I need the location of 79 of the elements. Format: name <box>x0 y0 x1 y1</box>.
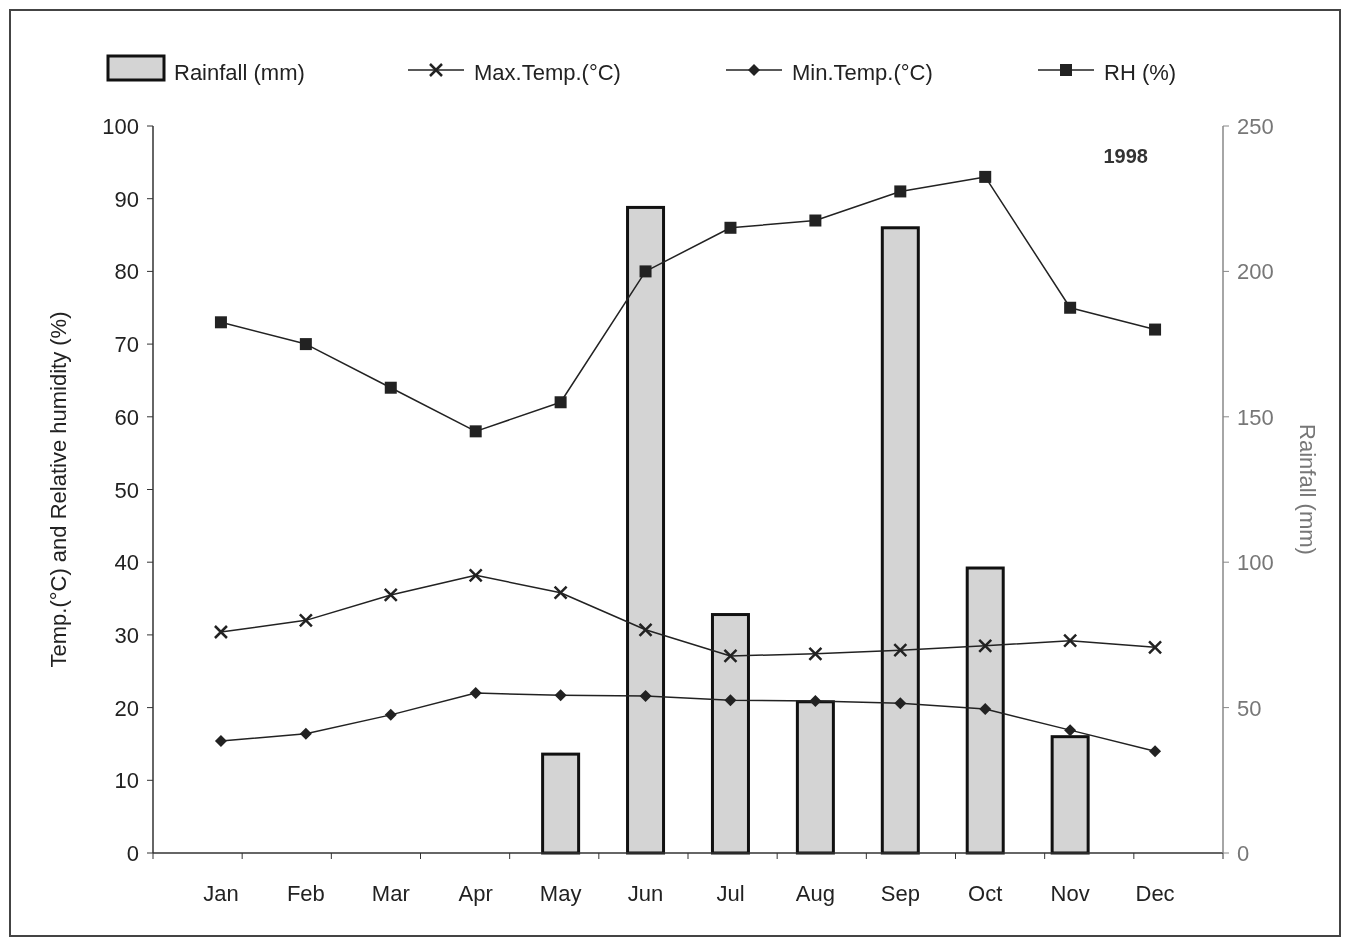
legend-label: Min.Temp.(°C) <box>792 60 933 85</box>
point <box>639 265 652 278</box>
y-tick-label: 80 <box>114 259 139 285</box>
legend-label: RH (%) <box>1104 60 1177 85</box>
x-tick-label: May <box>539 881 582 906</box>
point <box>1149 745 1162 758</box>
x-tick-label: Mar <box>371 881 410 906</box>
y2-tick-label: 150 <box>1237 404 1274 430</box>
point <box>554 396 567 409</box>
y-tick-label: 20 <box>114 695 139 721</box>
y-tick-label: 0 <box>126 841 139 866</box>
point <box>299 338 312 351</box>
y2-tick-label: 250 <box>1237 114 1274 139</box>
y-tick-label: 60 <box>114 404 139 430</box>
y-tick-label: 90 <box>114 186 139 212</box>
bar <box>626 205 666 855</box>
point <box>977 638 993 654</box>
x-tick-label: Aug <box>795 881 835 906</box>
point <box>469 425 482 438</box>
y-tick-label: 10 <box>114 768 139 794</box>
point <box>1064 724 1077 737</box>
legend-label: Rainfall (mm) <box>174 60 305 85</box>
point <box>724 221 737 234</box>
y2-tick-label: 50 <box>1237 695 1262 721</box>
y2-axis-title: Rainfall (mm) <box>1295 424 1320 555</box>
point <box>468 568 483 583</box>
point <box>1064 301 1077 314</box>
annotation: 1998 <box>1103 145 1148 167</box>
point <box>554 689 567 702</box>
point <box>213 624 229 640</box>
point <box>808 646 823 662</box>
bar <box>880 226 920 855</box>
y2-tick-label: 200 <box>1237 259 1274 285</box>
x-tick-label: Sep <box>880 881 920 906</box>
x-tick-label: Dec <box>1135 881 1175 906</box>
bar <box>965 566 1005 855</box>
point <box>1062 633 1078 648</box>
point <box>298 613 314 628</box>
point <box>553 585 568 600</box>
x-tick-label: Oct <box>968 881 1003 906</box>
legend-label: Max.Temp.(°C) <box>474 60 621 85</box>
y-tick-label: 40 <box>114 550 139 576</box>
point <box>1149 323 1162 336</box>
y-axis-title: Temp.(°C) and Relative humidity (%) <box>46 311 71 668</box>
bar <box>795 700 835 855</box>
point <box>894 185 907 198</box>
y-tick-label: 30 <box>114 622 139 648</box>
point <box>639 689 652 702</box>
point <box>979 170 992 183</box>
x-tick-label: Nov <box>1050 881 1090 906</box>
point <box>384 708 397 721</box>
point <box>894 697 907 710</box>
point <box>469 687 482 700</box>
point <box>1147 640 1163 655</box>
y-tick-label: 70 <box>114 332 139 358</box>
point <box>214 735 227 748</box>
y2-tick-label: 0 <box>1237 841 1250 866</box>
point <box>809 695 822 708</box>
point <box>384 381 397 394</box>
y-tick-label: 50 <box>114 477 139 503</box>
x-tick-label: Jul <box>716 881 745 906</box>
point <box>723 648 738 664</box>
point <box>724 694 737 707</box>
point <box>383 587 399 603</box>
point <box>299 727 312 740</box>
point <box>893 642 908 658</box>
y2-tick-label: 100 <box>1237 550 1274 576</box>
bar <box>541 752 581 855</box>
x-tick-label: Jan <box>203 881 239 906</box>
point <box>979 703 992 716</box>
point <box>638 622 653 638</box>
point <box>809 214 822 227</box>
bar <box>710 613 750 855</box>
x-tick-label: Feb <box>286 881 325 906</box>
x-tick-label: Apr <box>458 881 493 906</box>
y-tick-label: 100 <box>102 114 139 139</box>
point <box>214 316 227 329</box>
x-tick-label: Jun <box>627 881 664 906</box>
bar <box>1050 735 1090 855</box>
